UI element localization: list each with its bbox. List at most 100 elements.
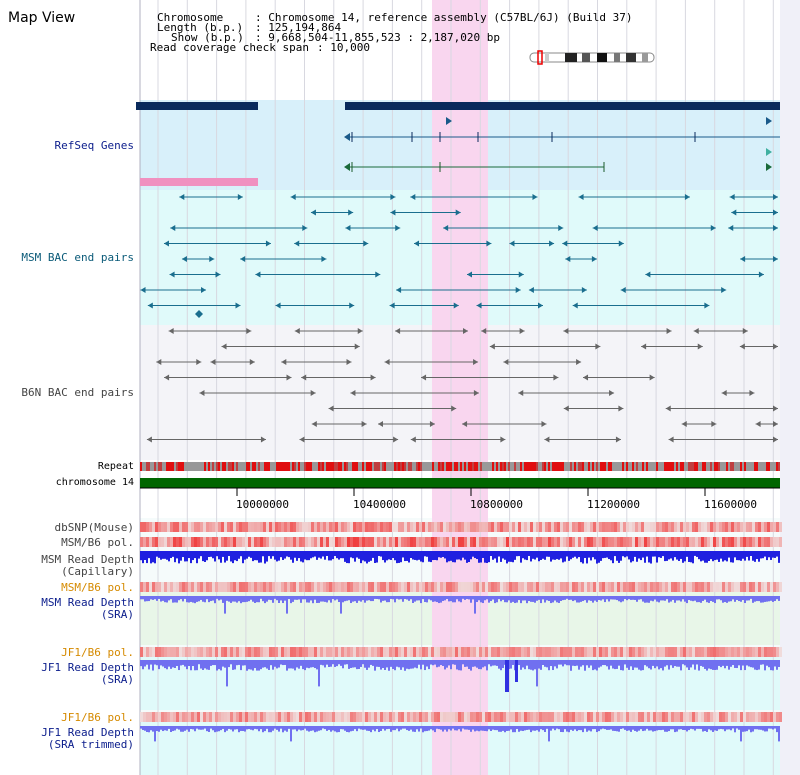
dbsnp-cell — [419, 522, 422, 532]
pol-cell — [674, 582, 677, 592]
pol-cell — [413, 712, 416, 722]
axis-tick-label: 10800000 — [470, 498, 523, 511]
depth-bar — [198, 726, 200, 730]
pol-cell — [530, 582, 533, 592]
depth-bar — [358, 551, 360, 559]
depth-bar — [140, 726, 142, 729]
depth-bar — [436, 596, 438, 603]
depth-bar — [368, 551, 370, 562]
dbsnp-cell — [389, 522, 392, 532]
pol-cell — [563, 647, 566, 657]
pol-cell — [314, 537, 317, 547]
track-label-msm-bac[interactable]: MSM BAC end pairs — [21, 251, 134, 264]
depth-bar — [352, 660, 354, 668]
depth-bar — [654, 551, 656, 557]
pol-cell — [350, 582, 353, 592]
pol-cell — [725, 712, 728, 722]
depth-bar — [678, 726, 680, 730]
pol-cell — [182, 712, 185, 722]
pol-cell — [425, 712, 428, 722]
dbsnp-cell — [662, 522, 665, 532]
depth-bar — [384, 596, 386, 601]
depth-bar — [748, 551, 750, 561]
pol-cell — [596, 582, 599, 592]
depth-bar — [562, 551, 564, 563]
depth-bar — [644, 551, 646, 563]
depth-bar — [586, 660, 588, 666]
depth-bar — [354, 551, 356, 562]
depth-bar — [320, 726, 322, 731]
pol-cell — [584, 582, 587, 592]
depth-bar — [384, 726, 386, 731]
depth-bar — [444, 551, 446, 559]
track-label-b6n-bac[interactable]: B6N BAC end pairs — [21, 386, 134, 399]
depth-bar — [422, 596, 424, 600]
dbsnp-cell — [632, 522, 635, 532]
depth-bar — [350, 551, 352, 558]
depth-bar — [280, 726, 282, 729]
depth-bar — [672, 551, 674, 561]
depth-bar — [200, 596, 202, 600]
msm-bac-pair-end — [163, 240, 169, 247]
depth-bar — [142, 726, 144, 731]
depth-bar — [758, 726, 760, 730]
depth-bar — [760, 596, 762, 603]
depth-bar — [364, 551, 366, 562]
b6n-bac-pair-end — [519, 328, 525, 334]
pol-cell — [569, 712, 572, 722]
depth-bar — [390, 660, 392, 667]
pol-cell — [656, 712, 659, 722]
b6n-bac-pair-end — [370, 374, 376, 381]
repeat-element — [492, 462, 494, 471]
pol-cell — [293, 647, 296, 657]
depth-bar — [590, 551, 592, 561]
depth-bar — [396, 551, 398, 564]
pol-cell — [617, 712, 620, 722]
depth-bar — [208, 726, 210, 732]
msm-bac-pair-end — [395, 225, 401, 231]
pol-cell — [482, 712, 485, 722]
b6n-bac-pair-end — [357, 328, 363, 334]
repeat-element — [268, 462, 270, 471]
pol-cell — [173, 537, 176, 547]
pol-cell — [308, 712, 311, 722]
pol-cell — [152, 537, 155, 547]
msm-bac-pair-end — [645, 271, 651, 278]
pol-cell — [389, 647, 392, 657]
depth-bar — [256, 660, 258, 671]
contig-end-arrow — [136, 102, 141, 110]
pol-cell — [770, 582, 773, 592]
depth-bar — [350, 726, 352, 732]
track-label-msm-depth-sra-2: (SRA) — [100, 608, 134, 621]
depth-bar — [766, 660, 768, 666]
depth-bar — [690, 660, 692, 668]
pol-cell — [734, 647, 737, 657]
depth-bar — [720, 660, 722, 668]
info-show-value: : 9,668,504-11,855,523 : 2,187,020 bp — [255, 31, 501, 44]
info-chromosome-value: : Chromosome 14, reference assembly (C57… — [255, 11, 633, 24]
pol-cell — [758, 537, 761, 547]
pol-cell — [530, 537, 533, 547]
depth-bar — [248, 660, 250, 670]
msm-bac-pair-end — [721, 287, 727, 293]
pol-cell — [290, 582, 293, 592]
repeat-element — [768, 462, 770, 471]
msm-bac-pair-end — [773, 225, 778, 231]
depth-bar — [568, 726, 570, 733]
depth-bar — [558, 660, 560, 665]
track-label-refseq[interactable]: RefSeq Genes — [54, 139, 134, 152]
pol-cell — [584, 712, 587, 722]
pol-cell — [296, 537, 299, 547]
repeat-element — [502, 462, 504, 471]
pol-cell — [731, 582, 734, 592]
depth-bar — [492, 596, 494, 600]
pol-cell — [209, 712, 212, 722]
pol-cell — [431, 537, 434, 547]
depth-bar — [698, 726, 700, 729]
depth-bar — [268, 726, 270, 733]
depth-bar — [462, 596, 464, 599]
dbsnp-cell — [461, 522, 464, 532]
pol-cell — [200, 537, 203, 547]
pol-cell — [695, 647, 698, 657]
